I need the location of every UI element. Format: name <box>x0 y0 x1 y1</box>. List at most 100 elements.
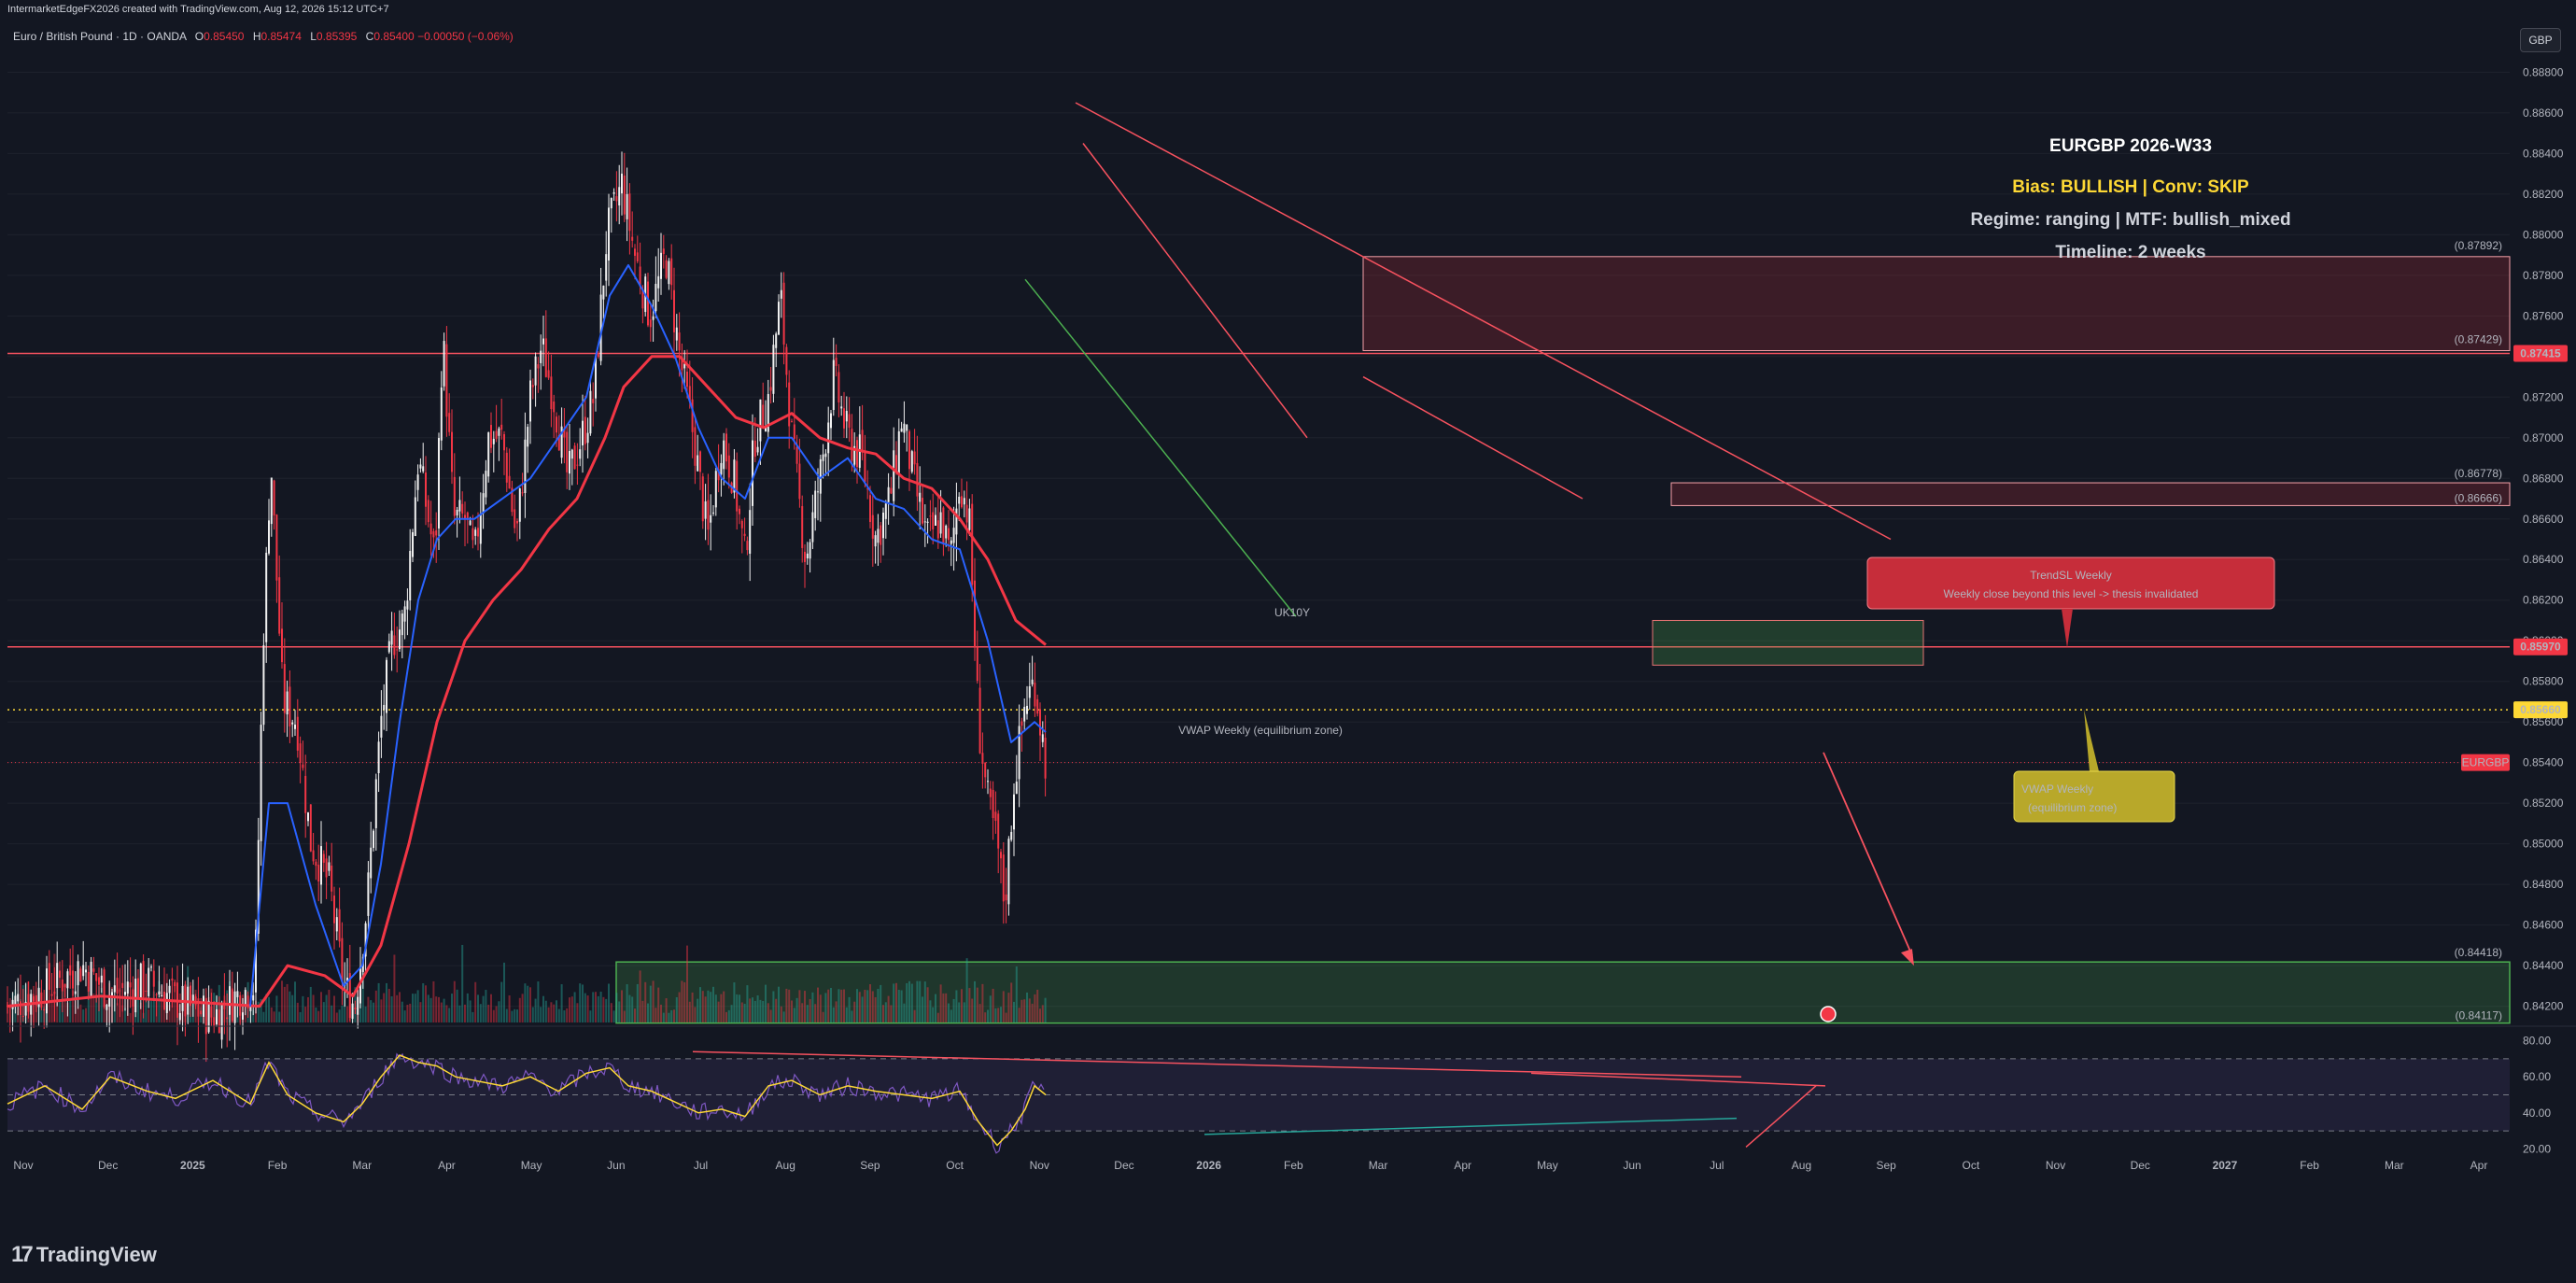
price-tick-label: 0.86400 <box>2523 553 2564 566</box>
volume-bar <box>50 998 53 1022</box>
volume-bar <box>657 987 660 1022</box>
currency-button[interactable]: GBP <box>2520 28 2561 52</box>
volume-bar <box>681 980 683 1022</box>
trendsl-callout-text: Weekly close beyond this level -> thesis… <box>1944 587 2199 600</box>
candle-body <box>660 252 662 279</box>
candle-body <box>95 973 98 981</box>
volume-bar <box>952 998 955 1022</box>
ohlc-open-value: 0.85450 <box>204 30 245 43</box>
symbol-title[interactable]: Euro / British Pound · 1D · OANDA <box>13 30 187 43</box>
candle-body <box>197 998 200 1017</box>
candle-body <box>793 424 795 439</box>
candle-body <box>524 439 527 494</box>
candle-body <box>333 895 335 923</box>
candle-body <box>612 191 615 194</box>
volume-bar <box>161 985 163 1022</box>
candle-body <box>472 528 474 541</box>
time-tick-label: Nov <box>2046 1159 2065 1172</box>
candle-body <box>756 446 759 453</box>
volume-bar <box>79 1004 82 1022</box>
candle-body <box>124 992 126 995</box>
candle-body <box>890 487 893 494</box>
candle-body <box>252 994 255 1001</box>
volume-bar <box>697 998 699 1022</box>
volume-bar <box>490 994 492 1022</box>
volume-bar <box>749 998 752 1022</box>
candle-body <box>984 762 987 778</box>
volume-bar <box>435 996 438 1022</box>
candle-body <box>304 775 307 813</box>
volume-bar <box>809 998 811 1022</box>
candle-body <box>390 630 393 645</box>
candle-body <box>595 356 597 399</box>
volume-bar <box>380 999 383 1022</box>
volume-bar <box>1031 1003 1034 1022</box>
volume-bar <box>874 996 877 1022</box>
candle-body <box>584 416 586 444</box>
volume-bar <box>634 1008 636 1022</box>
volume-bar <box>87 986 90 1022</box>
volume-bar <box>740 1002 743 1022</box>
uk10y-label: UK10Y <box>1274 606 1310 619</box>
volume-bar <box>469 1000 472 1022</box>
volume-bar <box>832 1007 835 1022</box>
candle-body <box>218 1009 220 1034</box>
volume-bar <box>649 985 652 1022</box>
volume-bar <box>1002 991 1005 1022</box>
volume-bar <box>1036 989 1039 1022</box>
volume-bar <box>557 1008 560 1022</box>
candle-body <box>811 512 814 543</box>
mid-zone-top-label: (0.86778) <box>2455 467 2502 480</box>
price-zones: (0.87892) (0.87429) (0.86778) (0.86666) (0.8… <box>7 239 2511 1024</box>
time-tick-label: Jun <box>607 1159 625 1172</box>
candle-body <box>838 372 840 402</box>
candle-body <box>806 553 809 558</box>
candle-body <box>832 360 835 411</box>
candle-body <box>383 704 386 711</box>
candle-body <box>296 716 299 751</box>
volume-bar <box>936 1012 939 1022</box>
volume-bar <box>331 1005 333 1022</box>
candle-body <box>936 520 939 539</box>
candle-body <box>634 248 636 256</box>
candle-body <box>139 963 142 998</box>
volume-bar <box>670 1009 673 1022</box>
tradingview-logo[interactable]: 17 TradingView <box>11 1242 157 1268</box>
candle-body <box>569 450 570 474</box>
candle-body <box>566 431 569 472</box>
volume-bar <box>1007 993 1010 1022</box>
volume-bar <box>788 989 791 1022</box>
candle-body <box>714 471 717 508</box>
info-regime: Regime: ranging | MTF: bullish_mixed <box>1970 210 2290 230</box>
candle-body <box>403 606 406 622</box>
volume-bar <box>890 1005 893 1022</box>
vwap-callout <box>2013 770 2175 823</box>
volume-bar <box>419 1002 422 1022</box>
time-tick-label: Feb <box>1284 1159 1303 1172</box>
volume-bar <box>412 994 414 1022</box>
price-chart[interactable]: (0.87892) (0.87429) (0.86778) (0.86666) (0.8… <box>0 0 2576 1233</box>
candle-body <box>399 629 401 650</box>
volume-bar <box>315 1007 317 1022</box>
price-tick-label: 0.88800 <box>2523 65 2564 78</box>
candle-body <box>683 363 686 369</box>
volume-bar <box>945 993 948 1022</box>
volume-bar <box>90 997 92 1022</box>
volume-bar <box>877 988 880 1022</box>
volume-bar <box>801 1003 804 1022</box>
volume-bar <box>309 986 312 1022</box>
candle-body <box>161 994 163 996</box>
rsi-divergence-upper <box>692 1050 1742 1078</box>
volume-bar <box>1039 1008 1041 1022</box>
candle-body <box>861 430 864 453</box>
candle-body <box>511 487 514 513</box>
candle-body <box>652 316 655 320</box>
volume-bar <box>582 984 584 1022</box>
candle-body <box>341 938 344 982</box>
resistance-price-tag-bg <box>2513 345 2568 362</box>
time-tick-label: 2026 <box>1196 1159 1221 1172</box>
candle-body <box>401 613 403 636</box>
volume-bar <box>521 994 524 1022</box>
volume-bar <box>981 983 984 1022</box>
candle-body <box>466 512 469 520</box>
